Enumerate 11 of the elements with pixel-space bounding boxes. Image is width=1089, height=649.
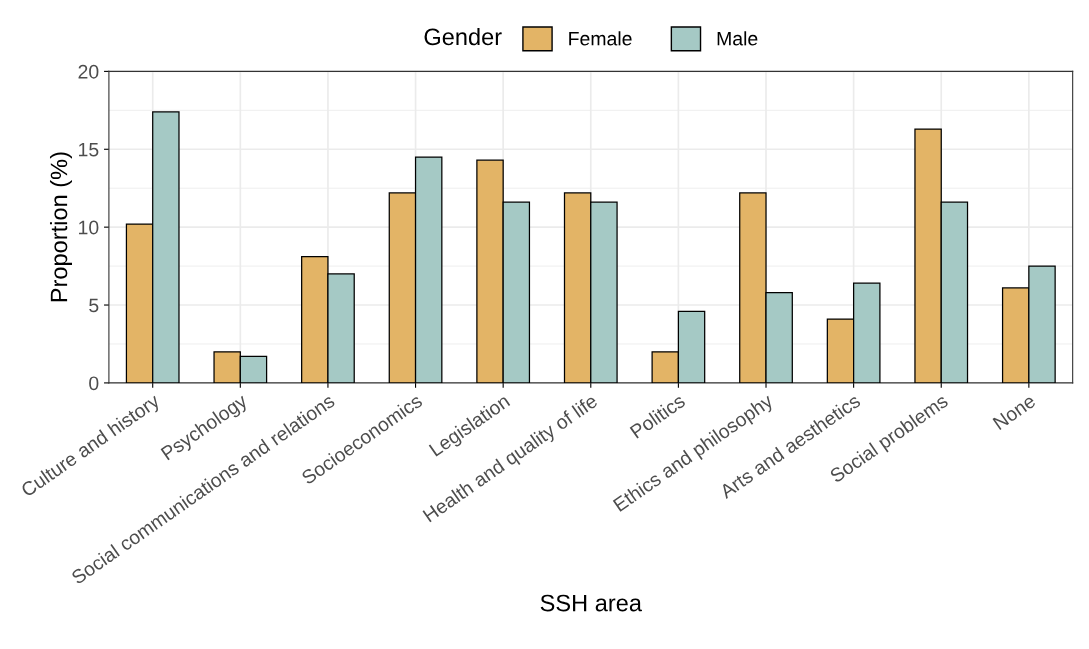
legend-label: Male — [717, 31, 758, 46]
x-axis-title: SSH area — [540, 594, 642, 612]
y-axis-title: Proportion (%) — [49, 152, 72, 302]
legend-label: Female — [569, 31, 632, 46]
x-tick-label: None — [992, 393, 1037, 431]
y-tick-label: 15 — [79, 142, 99, 157]
y-tick-label: 20 — [78, 64, 99, 79]
y-tick-label: 0 — [89, 376, 99, 391]
y-tick-label: 5 — [89, 298, 99, 313]
y-tick-label: 10 — [79, 220, 99, 235]
legend-title: Gender — [424, 27, 502, 46]
